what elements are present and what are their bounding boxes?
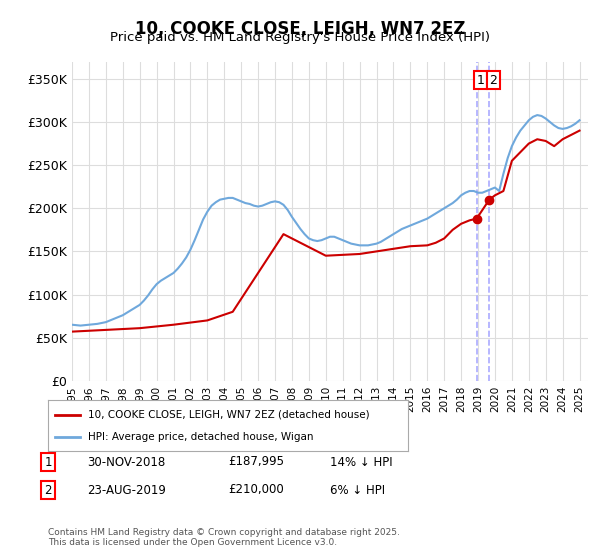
Text: £187,995: £187,995	[228, 455, 284, 469]
Text: 10, COOKE CLOSE, LEIGH, WN7 2EZ (detached house): 10, COOKE CLOSE, LEIGH, WN7 2EZ (detache…	[88, 409, 369, 419]
Text: 2: 2	[44, 483, 52, 497]
Text: £210,000: £210,000	[228, 483, 284, 497]
Text: 6% ↓ HPI: 6% ↓ HPI	[330, 483, 385, 497]
Text: 2: 2	[490, 74, 497, 87]
Text: Contains HM Land Registry data © Crown copyright and database right 2025.
This d: Contains HM Land Registry data © Crown c…	[48, 528, 400, 547]
Text: Price paid vs. HM Land Registry's House Price Index (HPI): Price paid vs. HM Land Registry's House …	[110, 31, 490, 44]
Text: 14% ↓ HPI: 14% ↓ HPI	[330, 455, 392, 469]
Text: 1: 1	[476, 74, 485, 87]
Text: 23-AUG-2019: 23-AUG-2019	[87, 483, 166, 497]
Text: 10, COOKE CLOSE, LEIGH, WN7 2EZ: 10, COOKE CLOSE, LEIGH, WN7 2EZ	[135, 20, 465, 38]
Text: 1: 1	[44, 455, 52, 469]
Text: HPI: Average price, detached house, Wigan: HPI: Average price, detached house, Wiga…	[88, 432, 313, 442]
Text: 30-NOV-2018: 30-NOV-2018	[87, 455, 165, 469]
